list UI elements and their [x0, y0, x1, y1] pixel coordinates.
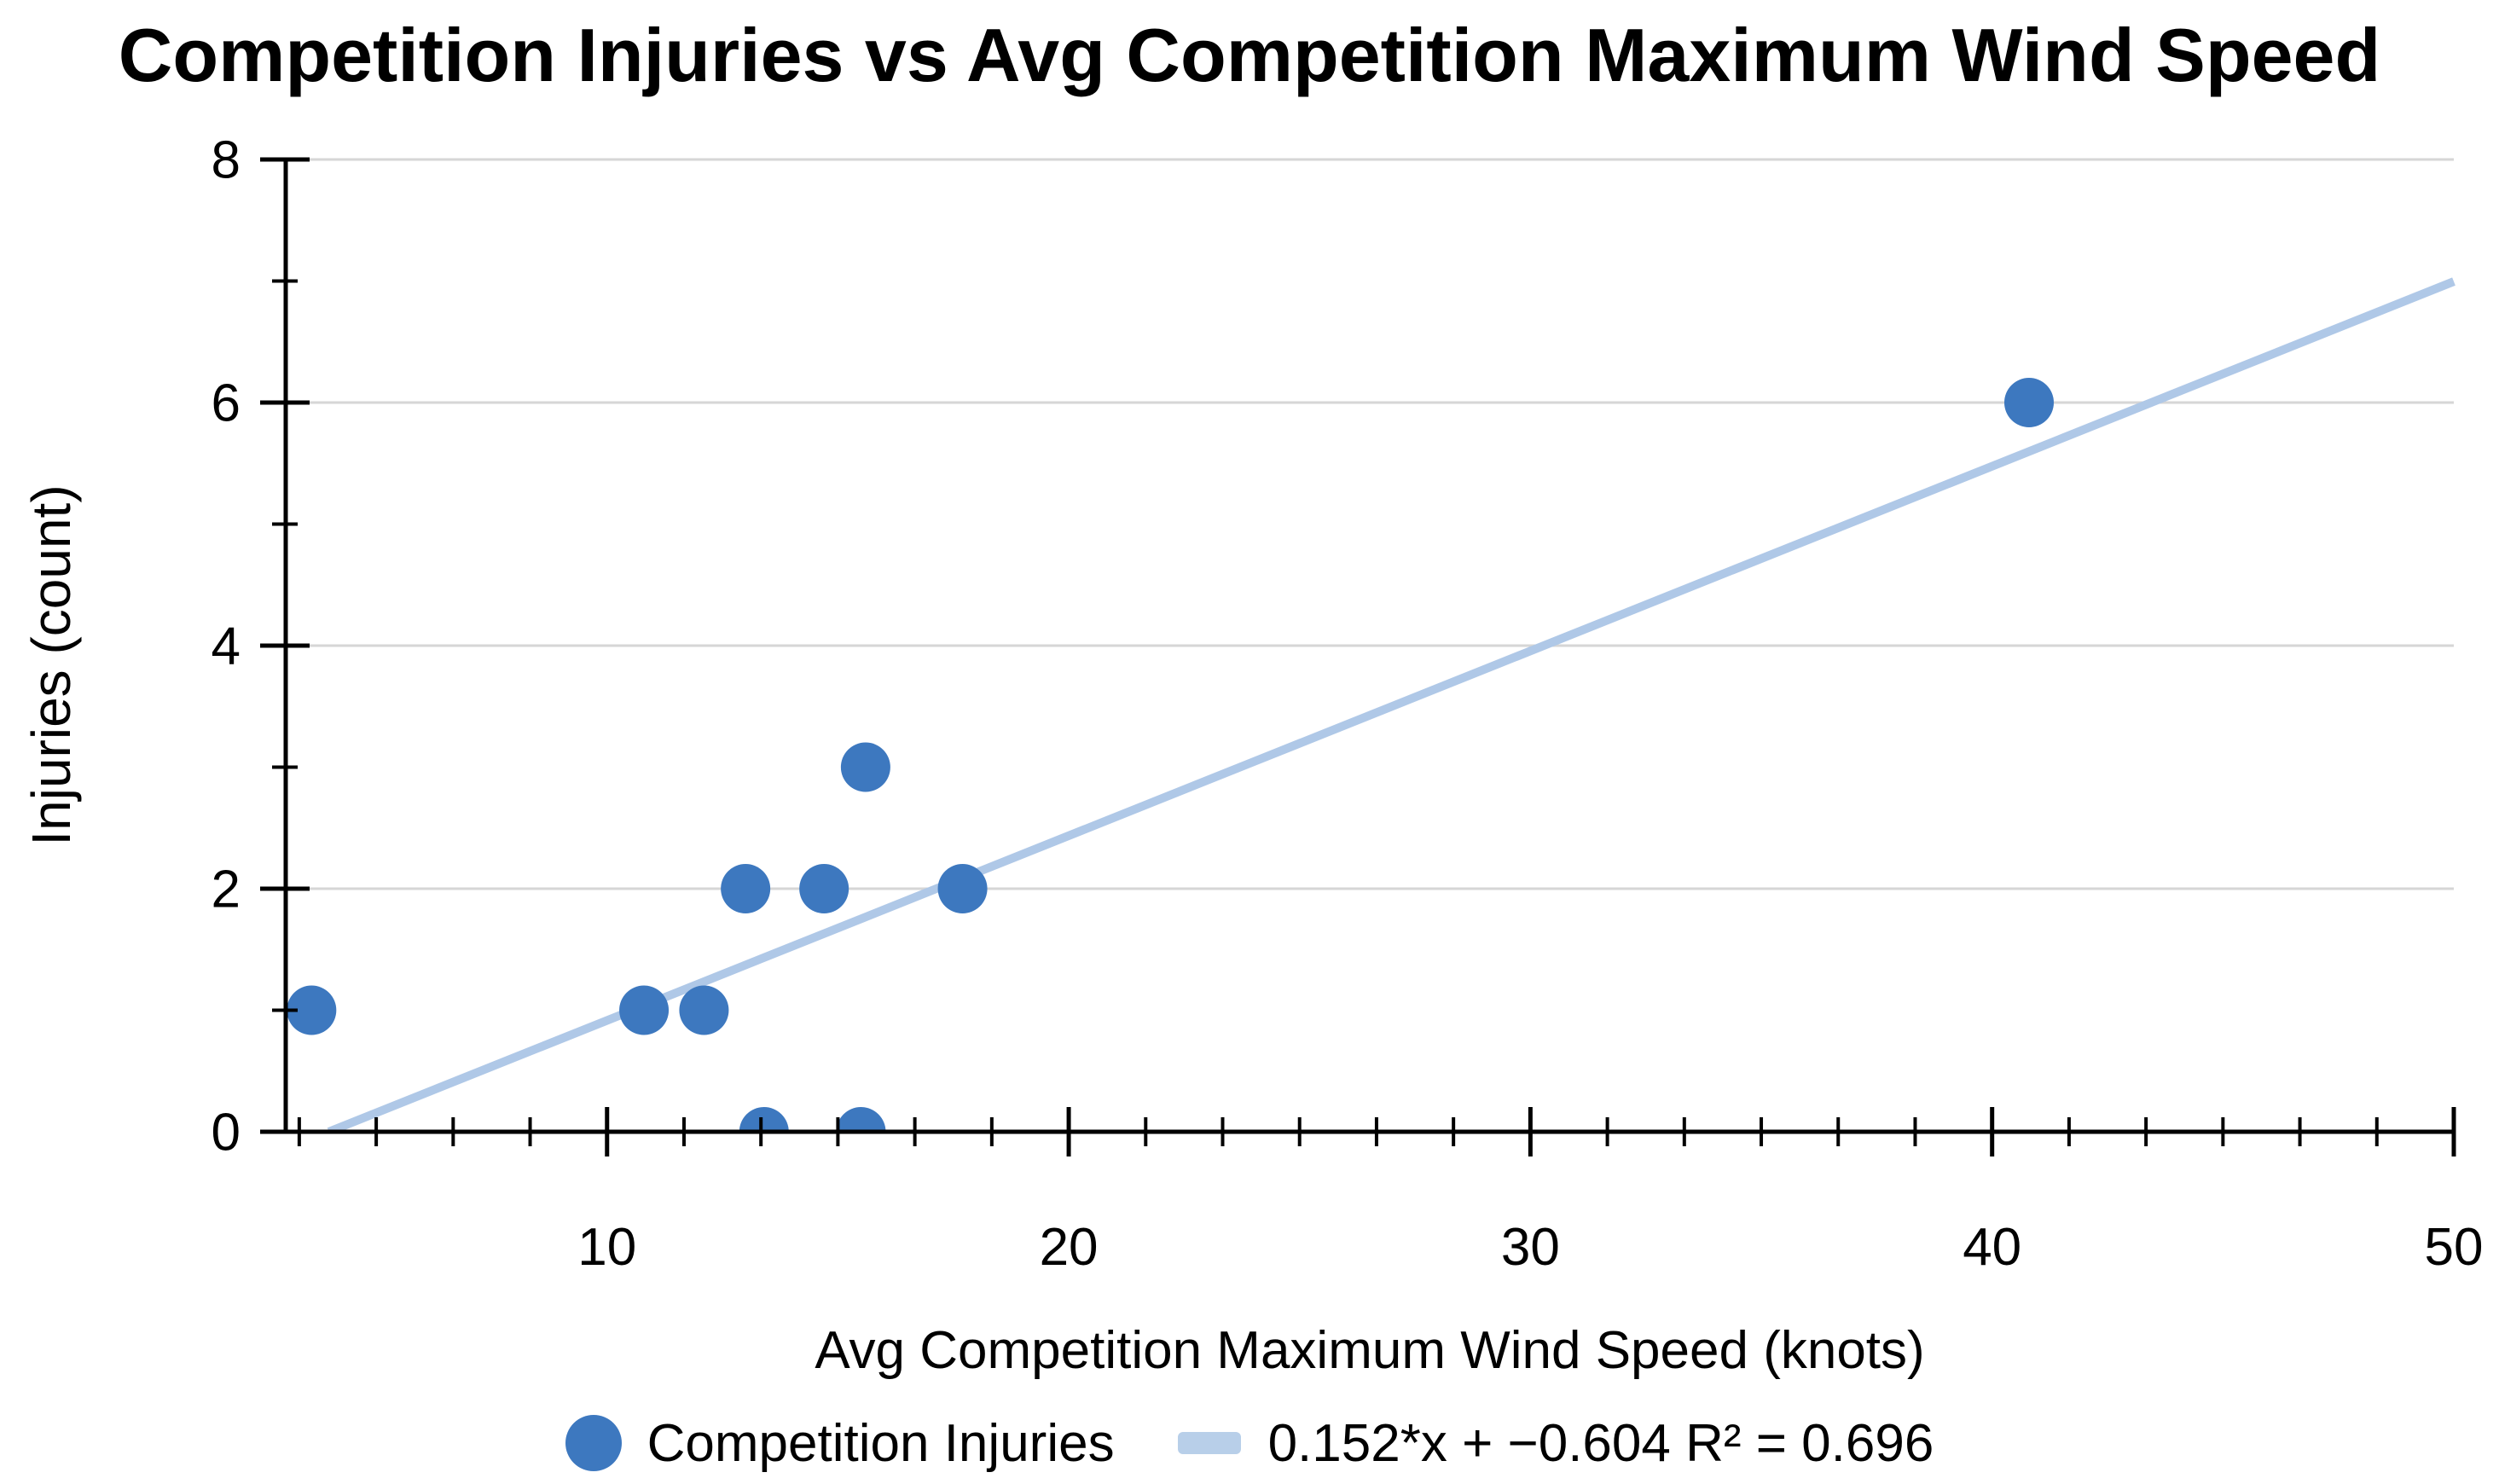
y-tick-label: 4 — [212, 617, 241, 676]
x-tick-label: 10 — [577, 1218, 636, 1277]
scatter-point — [679, 985, 729, 1035]
trendline-swatch — [1177, 1432, 1241, 1454]
scatter-point — [799, 864, 849, 913]
y-tick-label: 0 — [212, 1104, 241, 1162]
x-tick-label: 20 — [1040, 1218, 1099, 1277]
scatter-point — [721, 864, 771, 913]
scatter-point — [287, 985, 337, 1035]
series-layer — [287, 277, 2456, 1132]
x-tick-label: 50 — [2425, 1218, 2484, 1277]
x-tick-label: 40 — [1963, 1218, 2021, 1277]
scatter-point — [937, 864, 988, 913]
legend-item-series: Competition Injuries — [565, 1413, 1115, 1474]
legend-trendline-label: 0.152*x + −0.604 R² = 0.696 — [1267, 1413, 1934, 1473]
scatter-point — [2003, 378, 2054, 427]
legend: Competition Injuries 0.152*x + −0.604 R²… — [0, 1407, 2499, 1479]
y-tick-label: 2 — [212, 861, 241, 919]
scatter-point — [840, 742, 890, 792]
legend-item-trendline: 0.152*x + −0.604 R² = 0.696 — [1177, 1413, 1934, 1474]
chart-title: Competition Injuries vs Avg Competition … — [118, 13, 2381, 97]
x-tick-label: 30 — [1501, 1218, 1560, 1277]
x-axis-title: Avg Competition Maximum Wind Speed (knot… — [815, 1321, 1925, 1380]
scatter-point — [739, 1107, 789, 1132]
legend-series-label: Competition Injuries — [646, 1413, 1115, 1473]
scatter-point — [619, 985, 670, 1035]
trendline — [327, 277, 2456, 1132]
y-tick-label: 8 — [212, 131, 241, 190]
y-tick-label: 6 — [212, 374, 241, 433]
scatter-point — [836, 1107, 886, 1132]
series-point-swatch — [565, 1415, 622, 1471]
